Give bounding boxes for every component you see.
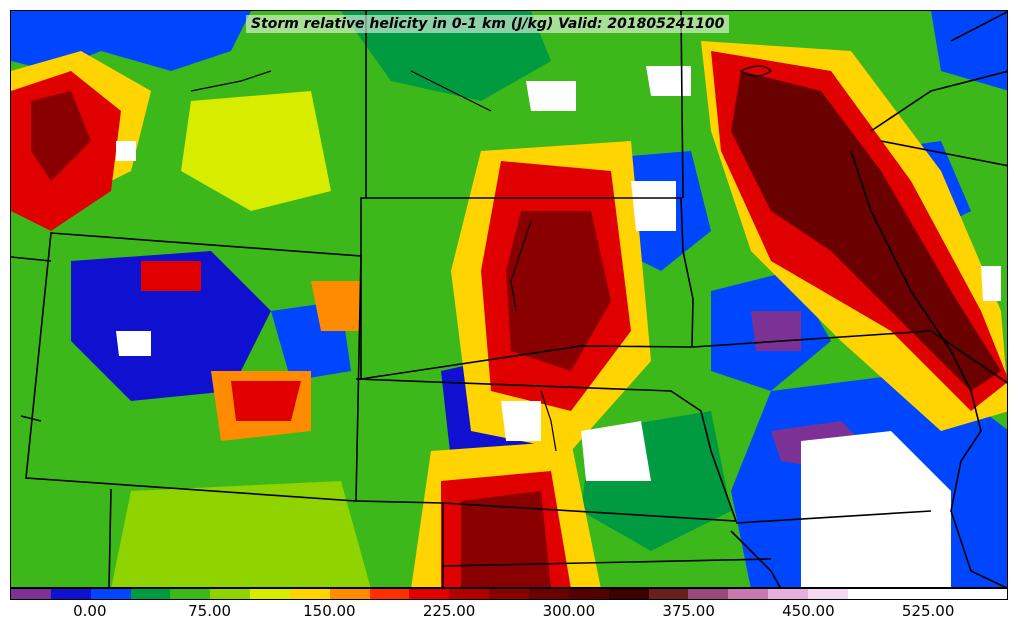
colorbar-tick-labels: 0.00 75.00 150.00 225.00 300.00 375.00 450.00 5…	[10, 602, 1008, 624]
colorbar-segment	[847, 589, 888, 599]
colorbar-segment	[449, 589, 490, 599]
colorbar-segment	[728, 589, 769, 599]
colorbar-segment	[967, 589, 1008, 599]
colorbar-segment	[130, 589, 171, 599]
colorbar-segment	[369, 589, 410, 599]
water-features	[190, 65, 772, 452]
colorbar-segment	[528, 589, 569, 599]
colorbar-segment	[648, 589, 689, 599]
colorbar-segment	[11, 589, 51, 599]
colorbar-tick-label: 225.00	[422, 602, 476, 620]
colorbar	[10, 588, 1008, 600]
extreme-helicity-areas	[31, 71, 1001, 587]
colorbar-tick-label: 525.00	[901, 602, 955, 620]
colorbar-segment	[489, 589, 529, 599]
colorbar-segment	[50, 589, 91, 599]
colorbar-tick-label: 450.00	[782, 602, 835, 620]
colorbar-segment	[807, 589, 848, 599]
colorbar-tick-label: 375.00	[662, 602, 715, 620]
colorbar-segment	[608, 589, 649, 599]
colorbar-segment	[289, 589, 330, 599]
colorbar-segment	[210, 589, 251, 599]
colorbar-segment	[409, 589, 450, 599]
map-title: Storm relative helicity in 0-1 km (J/kg)…	[246, 15, 730, 33]
colorbar-segment	[927, 589, 968, 599]
colorbar-segment	[170, 589, 211, 599]
colorbar-tick-label: 75.00	[188, 602, 232, 620]
colorbar-segment	[90, 589, 131, 599]
colorbar-segment	[768, 589, 808, 599]
colorbar-segment	[329, 589, 370, 599]
state-boundaries	[11, 11, 1007, 587]
colorbar-tick-label: 300.00	[542, 602, 596, 620]
map-canvas	[11, 11, 1007, 587]
negative-helicity-areas	[116, 66, 1001, 587]
colorbar-segment	[568, 589, 609, 599]
colorbar-tick-label: 0.00	[73, 602, 107, 620]
colorbar-segment	[688, 589, 729, 599]
colorbar-segment	[250, 589, 290, 599]
colorbar-tick-label: 150.00	[303, 602, 356, 620]
colorbar-segment	[887, 589, 928, 599]
helicity-map	[10, 10, 1008, 588]
